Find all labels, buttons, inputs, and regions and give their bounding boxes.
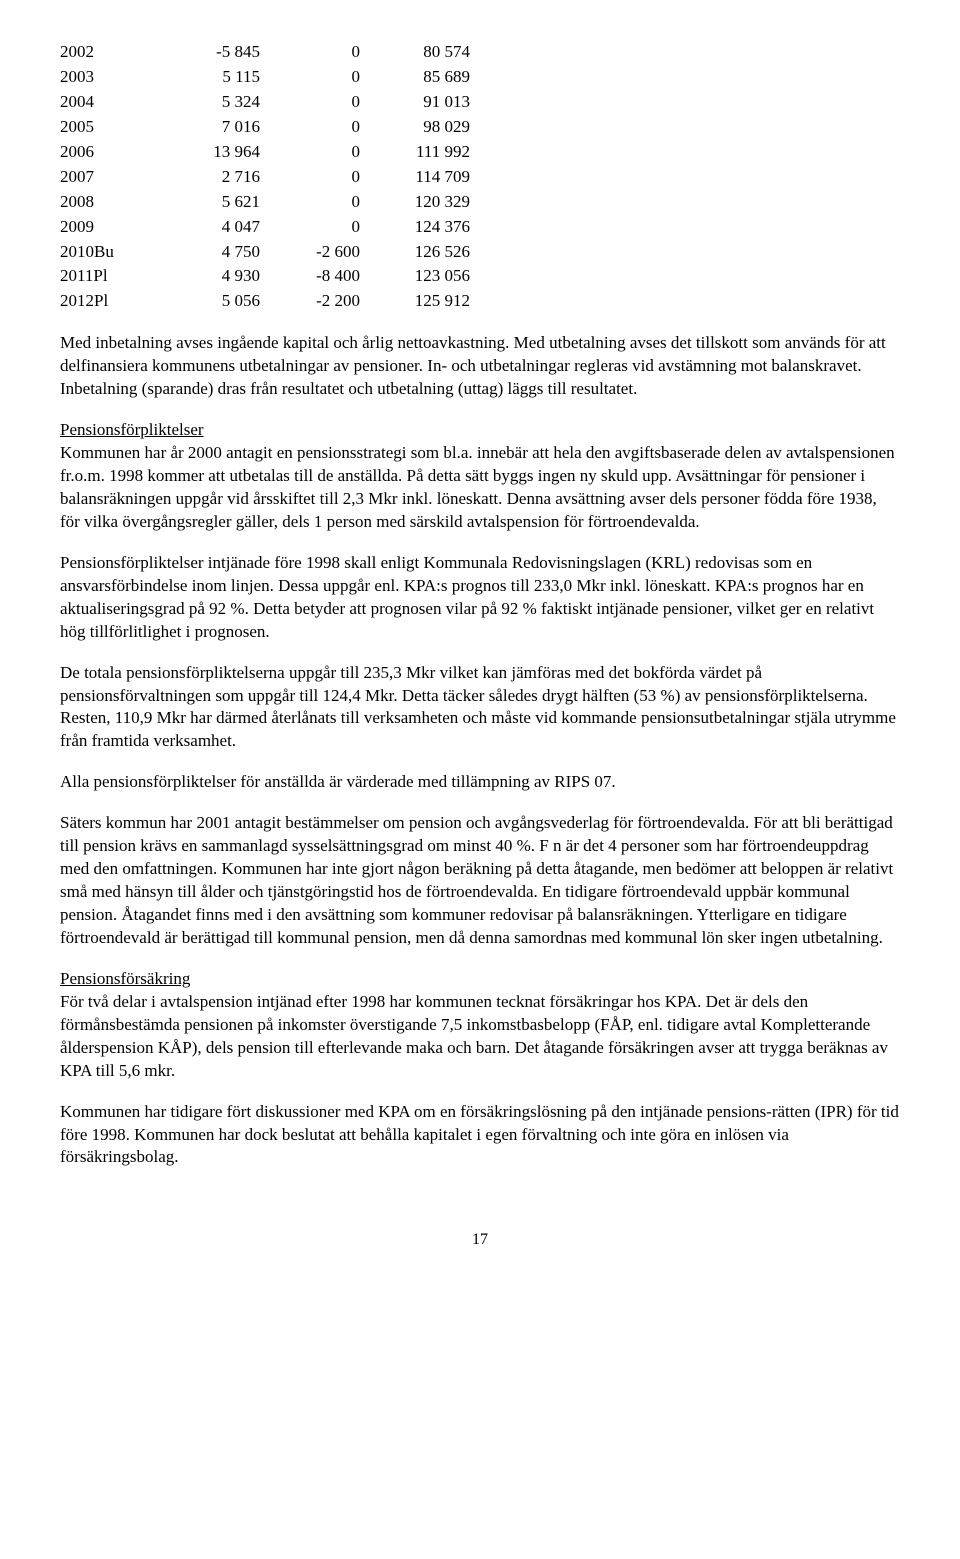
heading-pensionsforsakring: Pensionsförsäkring <box>60 968 900 991</box>
paragraph-p3: Pensionsförpliktelser intjänade före 199… <box>60 552 900 644</box>
table-cell: 2012Pl <box>60 289 150 314</box>
table-row: 2002-5 845080 574 <box>60 40 470 65</box>
table-cell: 120 329 <box>360 190 470 215</box>
table-cell: 0 <box>260 140 360 165</box>
table-row: 20094 0470124 376 <box>60 215 470 240</box>
table-cell: 7 016 <box>150 115 260 140</box>
table-cell: -2 200 <box>260 289 360 314</box>
table-cell: 123 056 <box>360 264 470 289</box>
table-cell: 2004 <box>60 90 150 115</box>
table-row: 20085 6210120 329 <box>60 190 470 215</box>
table-cell: 0 <box>260 115 360 140</box>
table-cell: 2011Pl <box>60 264 150 289</box>
table-cell: 0 <box>260 190 360 215</box>
paragraph-p7: För två delar i avtalspension intjänad e… <box>60 991 900 1083</box>
table-cell: 80 574 <box>360 40 470 65</box>
table-cell: 2002 <box>60 40 150 65</box>
table-cell: 4 930 <box>150 264 260 289</box>
table-cell: 2008 <box>60 190 150 215</box>
table-cell: 0 <box>260 165 360 190</box>
table-cell: 0 <box>260 215 360 240</box>
heading-pensionsforpliktelser: Pensionsförpliktelser <box>60 419 900 442</box>
table-row: 2011Pl4 930-8 400123 056 <box>60 264 470 289</box>
table-cell: 2009 <box>60 215 150 240</box>
table-cell: 125 912 <box>360 289 470 314</box>
table-cell: 114 709 <box>360 165 470 190</box>
table-cell: 13 964 <box>150 140 260 165</box>
table-cell: 0 <box>260 40 360 65</box>
table-cell: 98 029 <box>360 115 470 140</box>
table-cell: 85 689 <box>360 65 470 90</box>
table-cell: 126 526 <box>360 240 470 265</box>
table-cell: 2007 <box>60 165 150 190</box>
table-cell: 111 992 <box>360 140 470 165</box>
table-cell: 5 115 <box>150 65 260 90</box>
table-cell: 4 047 <box>150 215 260 240</box>
table-row: 200613 9640111 992 <box>60 140 470 165</box>
table-cell: 5 056 <box>150 289 260 314</box>
table-cell: -8 400 <box>260 264 360 289</box>
table-cell: -2 600 <box>260 240 360 265</box>
paragraph-p6: Säters kommun har 2001 antagit bestämmel… <box>60 812 900 950</box>
table-cell: 2 716 <box>150 165 260 190</box>
table-row: 20035 115085 689 <box>60 65 470 90</box>
data-table: 2002-5 845080 57420035 115085 68920045 3… <box>60 40 470 314</box>
table-row: 20057 016098 029 <box>60 115 470 140</box>
table-row: 20072 7160114 709 <box>60 165 470 190</box>
table-cell: 4 750 <box>150 240 260 265</box>
paragraph-p8: Kommunen har tidigare fört diskussioner … <box>60 1101 900 1170</box>
table-cell: 0 <box>260 90 360 115</box>
table-cell: 124 376 <box>360 215 470 240</box>
table-row: 2010Bu4 750-2 600126 526 <box>60 240 470 265</box>
page-number: 17 <box>60 1229 900 1251</box>
paragraph-intro: Med inbetalning avses ingående kapital o… <box>60 332 900 401</box>
table-cell: 91 013 <box>360 90 470 115</box>
table-cell: 0 <box>260 65 360 90</box>
table-cell: 2003 <box>60 65 150 90</box>
table-cell: 5 621 <box>150 190 260 215</box>
table-row: 2012Pl5 056-2 200125 912 <box>60 289 470 314</box>
table-cell: 2010Bu <box>60 240 150 265</box>
table-cell: 2006 <box>60 140 150 165</box>
table-cell: -5 845 <box>150 40 260 65</box>
paragraph-p4: De totala pensionsförpliktelserna uppgår… <box>60 662 900 754</box>
table-row: 20045 324091 013 <box>60 90 470 115</box>
paragraph-p5: Alla pensionsförpliktelser för anställda… <box>60 771 900 794</box>
paragraph-p2: Kommunen har år 2000 antagit en pensions… <box>60 442 900 534</box>
table-cell: 5 324 <box>150 90 260 115</box>
table-cell: 2005 <box>60 115 150 140</box>
